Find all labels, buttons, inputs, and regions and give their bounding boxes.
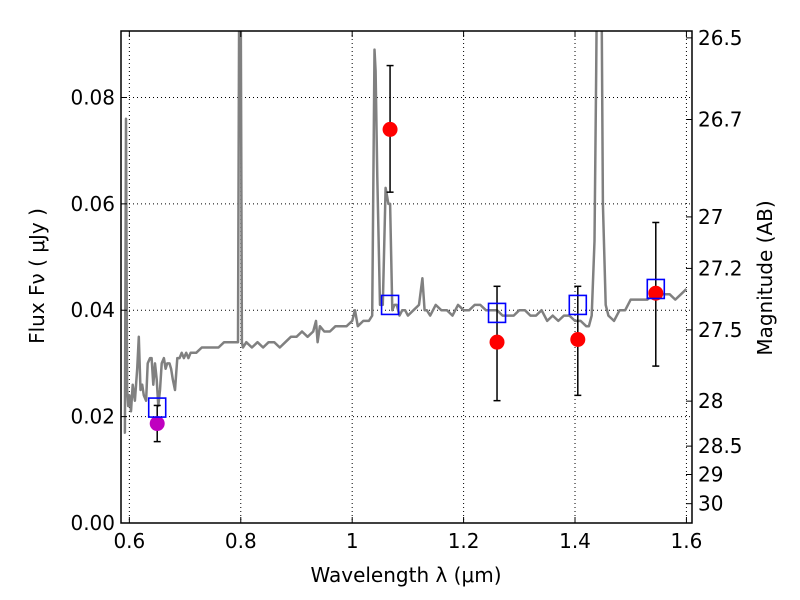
model-point — [646, 278, 666, 300]
right-tick-label: 26.7 — [698, 107, 743, 131]
right-tick-label: 30 — [698, 492, 723, 516]
right-tick-label: 27.5 — [698, 318, 743, 342]
right-tick-label: 28 — [698, 389, 723, 413]
y-tick-label: 0.00 — [70, 511, 115, 535]
right-tick-label: 27.2 — [698, 256, 743, 280]
x-tick-label: 1 — [346, 529, 359, 553]
right-tick-label: 26.5 — [698, 26, 743, 50]
y-axis-label: Flux Fν ( μJy ) — [25, 208, 49, 344]
right-tick-label: 27 — [698, 205, 723, 229]
y-tick-label: 0.06 — [70, 192, 115, 216]
x-tick-label: 0.8 — [225, 529, 257, 553]
grid — [121, 31, 692, 524]
x-tick-label: 1.6 — [671, 529, 703, 553]
axes: 0.6 0.8 1 1.2 1.4 1.6 0.00 0.02 0.04 0.06 0.08 26.5… — [70, 26, 742, 553]
right-tick-label: 29 — [698, 462, 723, 486]
plot-area — [123, 31, 688, 443]
model-point — [487, 302, 507, 324]
right-axis-label: Magnitude (AB) — [753, 200, 777, 355]
x-tick-label: 1.2 — [448, 529, 480, 553]
data-point — [149, 416, 165, 432]
model-point — [380, 294, 400, 316]
y-tick-label: 0.02 — [70, 405, 115, 429]
x-tick-label: 1.4 — [559, 529, 591, 553]
data-point — [570, 331, 586, 347]
x-axis-label: Wavelength λ (μm) — [310, 563, 501, 587]
plot-frame — [120, 30, 693, 524]
model-point — [147, 397, 167, 418]
data-point — [648, 285, 664, 301]
model-point — [568, 294, 588, 316]
spectrum-line — [123, 31, 688, 434]
y-tick-label: 0.08 — [70, 85, 115, 109]
y-tick-label: 0.04 — [70, 298, 115, 322]
x-tick-label: 0.6 — [113, 529, 145, 553]
data-point — [382, 121, 398, 137]
data-point — [489, 334, 505, 350]
right-tick-label: 28.5 — [698, 434, 743, 458]
